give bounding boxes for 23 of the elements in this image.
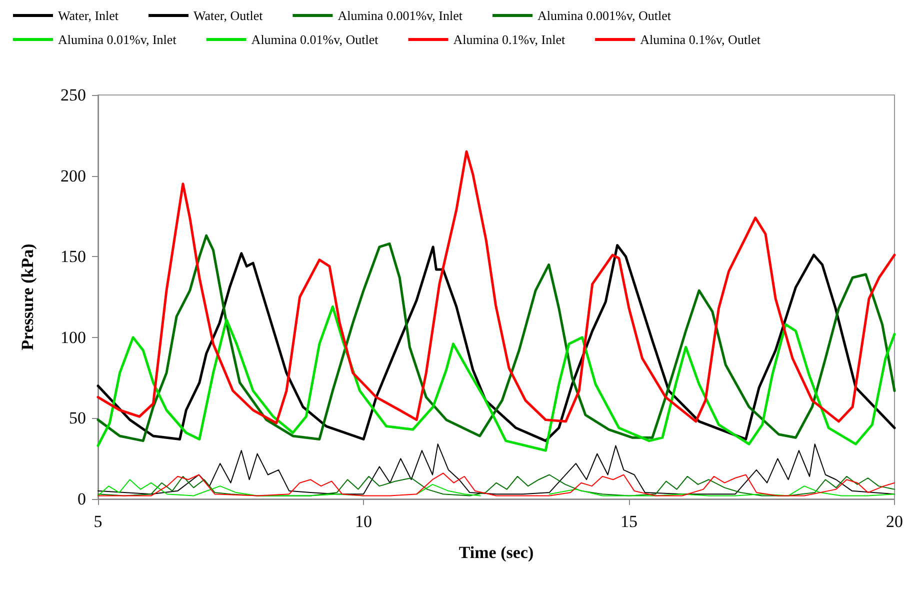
legend-label: Water, Outlet: [194, 8, 264, 23]
legend-label: Alumina 0.01%v, Outlet: [251, 32, 379, 47]
x-tick-label: 20: [886, 512, 903, 531]
y-axis-title: Pressure (kPa): [18, 244, 37, 350]
x-tick-label: 15: [620, 512, 638, 531]
y-tick-label: 100: [60, 328, 86, 347]
y-tick-label: 200: [60, 166, 86, 186]
legend-label: Alumina 0.1%v, Outlet: [640, 32, 761, 47]
line-series: [96, 305, 896, 452]
y-tick-label: 150: [60, 247, 86, 266]
x-axis-title: Time (sec): [458, 543, 534, 562]
legend-label: Alumina 0.001%v, Inlet: [338, 8, 463, 23]
line-series: [98, 444, 895, 495]
legend-label: Alumina 0.1%v, Inlet: [453, 32, 566, 47]
x-tick-label: 10: [355, 512, 372, 531]
x-tick-label: 5: [94, 512, 102, 531]
line-series: [96, 150, 896, 424]
y-tick-label: 50: [69, 408, 86, 428]
legend-label: Alumina 0.01%v, Inlet: [58, 32, 177, 47]
legend-label: Alumina 0.001%v, Outlet: [537, 8, 672, 23]
y-tick-label: 250: [60, 86, 86, 104]
y-tick-label: 0: [78, 490, 86, 508]
legend-label: Water, Inlet: [58, 8, 119, 23]
